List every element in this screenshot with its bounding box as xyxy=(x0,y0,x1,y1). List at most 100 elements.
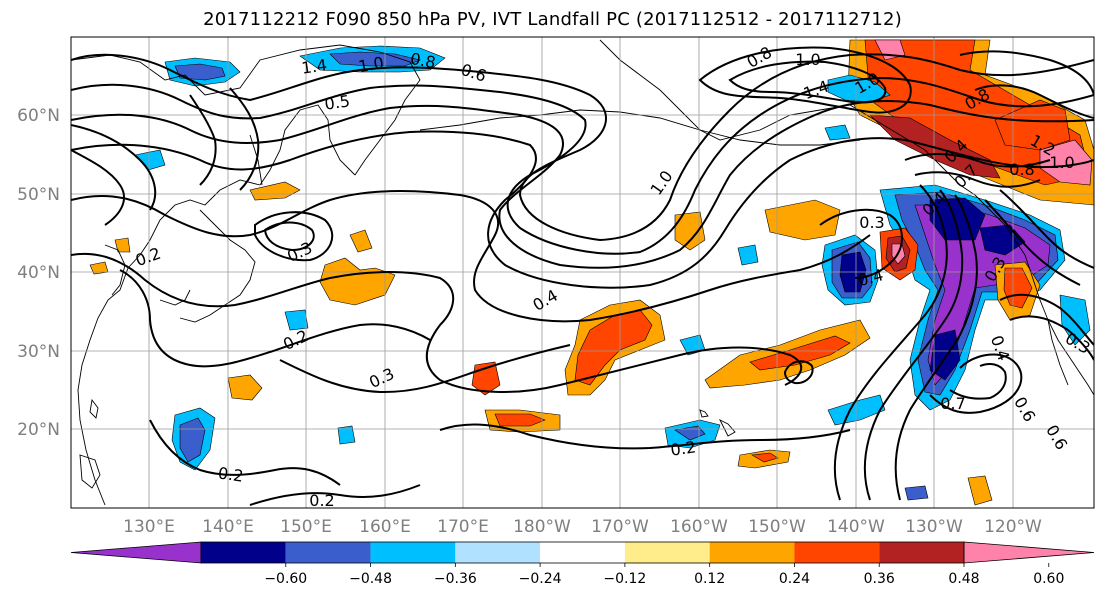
colorbar-tick-label: −0.36 xyxy=(434,571,477,587)
colorbar-tick-label: −0.24 xyxy=(519,571,562,587)
shade-neg-nw-2-core xyxy=(329,51,421,67)
shade-pos-korea-2 xyxy=(114,237,131,253)
colorbar-tick-label: 0.48 xyxy=(948,571,979,587)
lat-label-30n: 30°N xyxy=(17,342,60,362)
lon-label-120w: 120°W xyxy=(984,517,1042,537)
pv-contour-alaska-3 xyxy=(959,50,1094,96)
lon-label-170w: 170°W xyxy=(591,517,649,537)
pv-contour-0.3-loop xyxy=(254,211,334,262)
lon-label-130w: 130°W xyxy=(905,517,963,537)
coast-philippines xyxy=(79,454,101,489)
pv-contour-east-4 xyxy=(929,353,1023,414)
colorbar-swatch xyxy=(879,542,964,563)
coast-alaska-panhandle xyxy=(849,104,976,196)
shade-neg-mx xyxy=(904,485,929,501)
colorbar-swatch xyxy=(709,542,795,563)
shade-neg-sw-3 xyxy=(337,425,356,445)
colorbar-tick-label: −0.48 xyxy=(349,571,392,587)
pv-contour-west-3 xyxy=(189,94,217,186)
colorbar-swatch xyxy=(794,542,880,563)
colorbar-outline xyxy=(200,541,965,564)
coast-kamchatka xyxy=(259,104,356,186)
shade-neg-alaska-2 xyxy=(824,124,851,141)
lat-label-50n: 50°N xyxy=(17,185,60,205)
map-frame xyxy=(70,36,1095,509)
pv-contour-north-2 xyxy=(71,76,1094,255)
coast-bc xyxy=(974,194,1026,256)
coast-asia-north xyxy=(71,44,421,176)
shade-neg-sw-2 xyxy=(284,309,309,331)
colorbar-swatch xyxy=(285,542,371,563)
lon-label-150w: 150°W xyxy=(748,517,806,537)
pv-contours xyxy=(71,46,1094,506)
shade-pos-japan-sea xyxy=(227,374,263,401)
pv-contour-alaska-1 xyxy=(698,46,912,114)
lon-label-160e: 160°E xyxy=(359,517,411,537)
pv-contour-west-1 xyxy=(71,149,125,226)
pv-contour-0.2-1 xyxy=(119,269,431,368)
shade-pos-baja xyxy=(967,475,993,506)
pv-contour-east-1 xyxy=(833,184,948,501)
pv-contour-alaska-4 xyxy=(974,84,1094,119)
pv-contour-mid-2 xyxy=(71,252,803,393)
contour-label: 1.4 xyxy=(300,55,328,77)
shade-pos-160w xyxy=(764,199,841,241)
shade-pos-150w-core xyxy=(749,335,851,371)
latitude-labels: 60°N 50°N 40°N 30°N 20°N xyxy=(17,106,60,440)
lon-label-140e: 140°E xyxy=(202,517,254,537)
coast-taiwan xyxy=(89,398,99,419)
coast-hawaii-2 xyxy=(699,409,709,418)
contour-label: 0.7 xyxy=(940,394,965,413)
pv-contour-north-4 xyxy=(71,130,1094,289)
pv-contour-east-5 xyxy=(949,363,1007,400)
shade-pos-160e xyxy=(319,257,396,306)
coast-japan-2 xyxy=(159,289,191,306)
contour-label: 1.0 xyxy=(795,50,820,69)
lon-label-170e: 170°E xyxy=(437,517,489,537)
pv-contour-0.2-3 xyxy=(249,484,421,506)
lat-label-60n: 60°N xyxy=(17,106,60,126)
pv-contour-calif xyxy=(999,293,1094,346)
colorbar-tick-label: −0.60 xyxy=(264,571,307,587)
coast-uswest xyxy=(1024,254,1094,396)
pv-contour-east-9 xyxy=(904,153,1051,168)
colorbar-tick-label: 0.24 xyxy=(779,571,810,587)
lon-label-150e: 150°E xyxy=(280,517,332,537)
contour-label: 0.2 xyxy=(217,463,245,485)
lon-label-130e: 130°E xyxy=(123,517,175,537)
lon-label-140w: 140°W xyxy=(827,517,885,537)
coastlines xyxy=(71,39,1094,506)
pv-contour-0.2-2 xyxy=(149,419,341,486)
pv-contour-west-2 xyxy=(71,124,157,211)
pv-contour-east-8 xyxy=(914,171,1041,188)
colorbar: −0.60 −0.48 −0.36 −0.24 −0.12 0.12 0.24 0.36 0.4… xyxy=(70,541,1095,587)
coast-china xyxy=(77,267,129,506)
contour-label: 0.8 xyxy=(1009,160,1034,179)
shade-pos-180-2-core xyxy=(494,413,546,427)
pv-contour-alaska-2 xyxy=(728,60,887,104)
shade-neg-160w-1 xyxy=(737,244,759,266)
contour-label: 0.3 xyxy=(859,213,884,232)
pv-contour-loop-150w xyxy=(783,360,814,385)
coast-okhotsk xyxy=(127,179,261,269)
colorbar-swatch xyxy=(455,542,541,563)
pv-contour-east-7 xyxy=(999,189,1094,269)
colorbar-tick-label: 0.12 xyxy=(694,571,725,587)
pv-contour-0.3-loop-2 xyxy=(263,221,315,252)
colorbar-swatch xyxy=(540,542,625,563)
contour-label: 0.2 xyxy=(309,491,334,510)
lat-label-20n: 20°N xyxy=(17,420,60,440)
contour-label: 1.0 xyxy=(1049,153,1074,172)
coast-hawaii xyxy=(718,418,736,437)
shade-pos-170w xyxy=(674,211,706,251)
pv-contour-west-4 xyxy=(229,87,260,191)
colorbar-swatch xyxy=(963,541,1095,564)
pv-contour-mid-1 xyxy=(71,190,871,323)
shade-alaska-east-pos xyxy=(994,99,1071,151)
pv-contour-calif-2 xyxy=(1009,315,1094,361)
shade-neg-150w-1 xyxy=(827,394,886,426)
pv-contour-0.3 xyxy=(279,344,571,394)
contour-label: 0.2 xyxy=(669,437,697,459)
pv-contour-east-2 xyxy=(863,189,964,501)
